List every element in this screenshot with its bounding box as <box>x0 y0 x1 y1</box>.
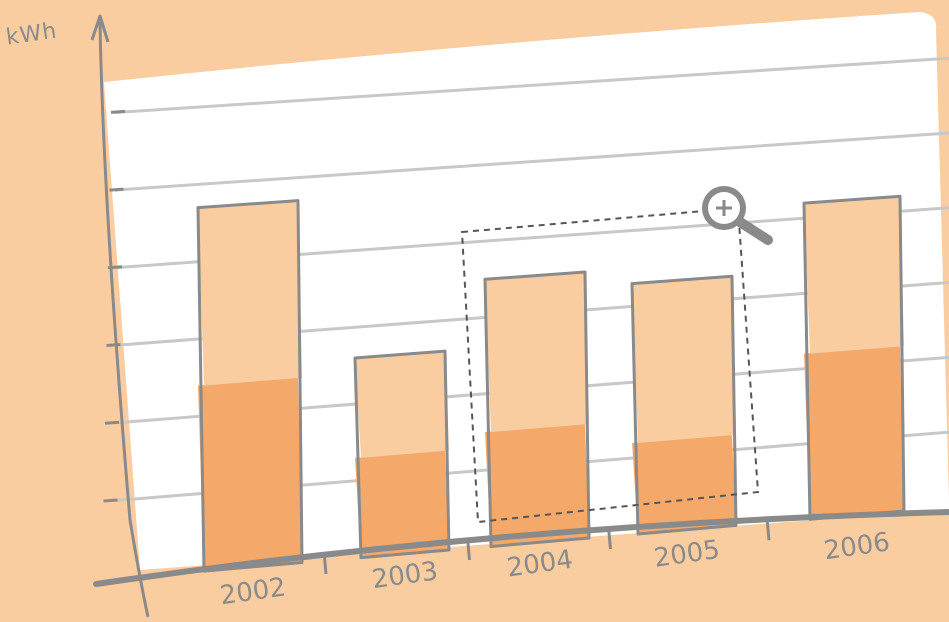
bar-outline <box>196 199 304 573</box>
x-ticks <box>322 518 771 575</box>
y-tick <box>107 265 123 270</box>
bar-segment-lower <box>485 423 589 547</box>
x-tick <box>466 537 471 561</box>
bar-segment-upper <box>198 200 302 386</box>
bar-2002[interactable] <box>196 199 304 573</box>
x-tick-label-2003: 2003 <box>370 556 440 595</box>
y-tick <box>103 498 118 503</box>
y-axis-arrow <box>90 14 110 43</box>
bar-outline <box>483 270 591 549</box>
x-axis <box>93 509 949 587</box>
y-tick <box>110 109 126 114</box>
y-ticks <box>103 109 126 503</box>
bar-outline <box>353 349 451 560</box>
zoom-selection-box[interactable] <box>460 206 760 524</box>
bars <box>196 194 906 573</box>
x-tick <box>765 518 771 541</box>
x-tick-label-2006: 2006 <box>822 527 892 566</box>
bar-2004[interactable] <box>483 270 591 549</box>
x-tick-label-2002: 2002 <box>218 572 288 611</box>
bar-2006[interactable] <box>802 194 906 521</box>
bar-segment-upper <box>485 271 589 433</box>
bar-segment-lower <box>355 450 449 558</box>
y-axis <box>98 21 150 618</box>
x-tick <box>322 551 328 575</box>
x-tick-label-2004: 2004 <box>505 545 575 584</box>
bar-segment-lower <box>804 346 904 520</box>
bar-2003[interactable] <box>353 349 451 560</box>
bar-segment-upper <box>632 276 736 443</box>
x-tick-label-2005: 2005 <box>652 535 722 574</box>
gridline <box>114 131 949 192</box>
bar-segment-lower <box>198 377 302 572</box>
bar-segment-upper <box>804 196 904 354</box>
bar-segment-upper <box>355 351 449 458</box>
gridline <box>114 56 949 115</box>
x-tick <box>607 527 612 550</box>
magnifier-plus-icon[interactable] <box>702 186 773 245</box>
bar-2005[interactable] <box>630 274 738 536</box>
bar-segment-lower <box>632 434 736 534</box>
y-tick <box>104 420 120 425</box>
bar-outline <box>630 274 738 536</box>
y-tick <box>106 343 121 348</box>
y-tick <box>109 187 124 192</box>
